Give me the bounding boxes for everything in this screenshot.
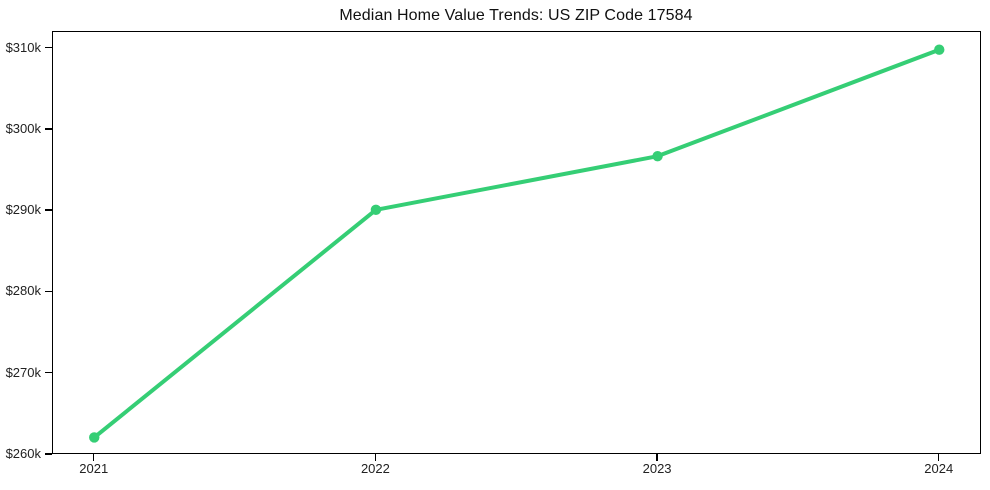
y-tick-label: $260k <box>5 446 41 461</box>
data-point-marker <box>88 431 99 443</box>
line-chart-canvas <box>88 43 944 443</box>
x-tick-mark <box>93 454 95 461</box>
y-tick-label: $270k <box>5 364 41 380</box>
x-tick-label: 2023 <box>642 461 672 476</box>
y-tick-label: $310k <box>5 39 41 55</box>
y-tick-mark <box>45 209 52 211</box>
median-home-value-line <box>91 47 941 439</box>
y-tick-mark <box>45 453 52 455</box>
x-tick-mark <box>656 454 658 461</box>
data-point-marker <box>933 43 944 55</box>
y-tick-mark <box>45 290 52 293</box>
data-point-marker <box>651 150 663 161</box>
chart-title: Median Home Value Trends: US ZIP Code 17… <box>339 7 693 24</box>
x-tick-label: 2022 <box>360 461 390 476</box>
y-tick-mark <box>45 46 52 49</box>
x-tick-mark <box>938 454 940 461</box>
y-tick-label: $300k <box>5 120 41 136</box>
y-tick-label: $290k <box>5 202 41 218</box>
y-tick-mark <box>45 372 52 374</box>
data-point-marker <box>370 204 381 215</box>
plot-area <box>51 30 981 454</box>
y-tick-label: $280k <box>5 283 41 299</box>
y-tick-mark <box>45 128 52 130</box>
x-tick-mark <box>374 454 377 461</box>
x-tick-label: 2021 <box>79 461 109 476</box>
x-tick-label: 2024 <box>924 461 954 476</box>
